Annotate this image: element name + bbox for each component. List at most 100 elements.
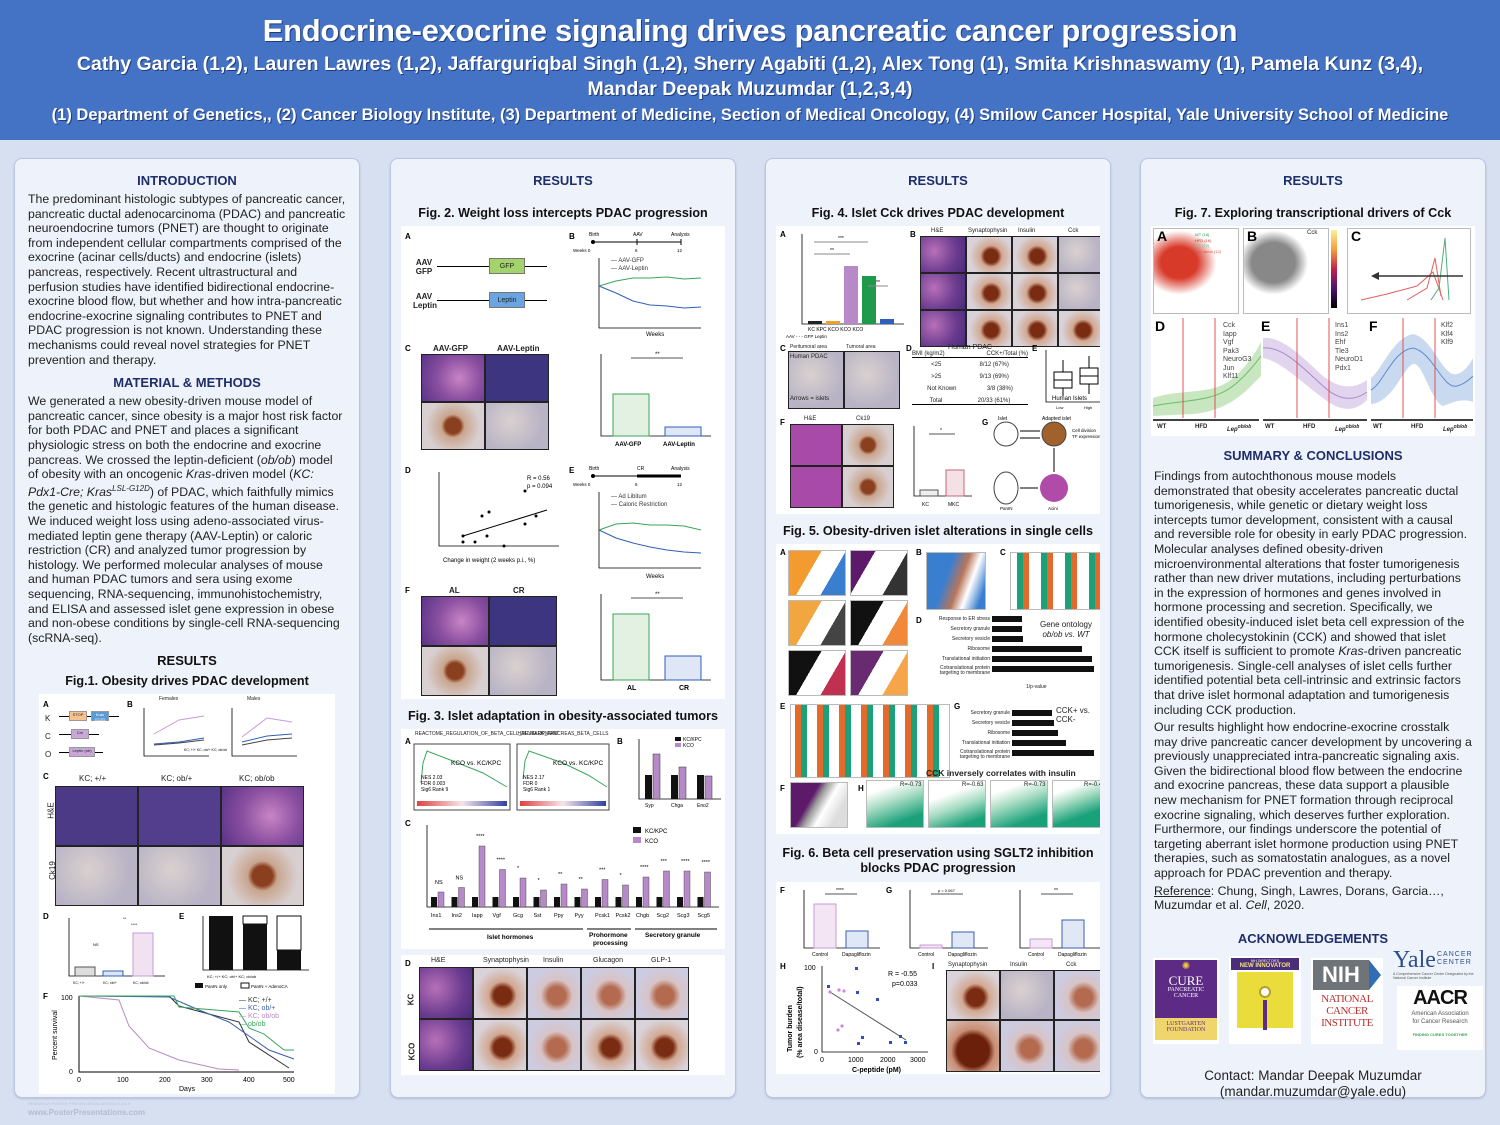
svg-text:AAV-GFP: AAV-GFP bbox=[615, 442, 641, 448]
svg-text:Weeks: Weeks bbox=[646, 332, 664, 338]
svg-text:R = 0.56: R = 0.56 bbox=[527, 476, 551, 482]
svg-text:R = -0.55: R = -0.55 bbox=[888, 971, 917, 978]
fig7-title: Fig. 7. Exploring transcriptional driver… bbox=[1174, 206, 1452, 220]
svg-text:**: ** bbox=[123, 916, 127, 921]
svg-text:Pyy: Pyy bbox=[575, 913, 584, 919]
svg-text:12: 12 bbox=[677, 482, 683, 487]
svg-text:processing: processing bbox=[593, 940, 628, 947]
image-he-wt bbox=[55, 786, 138, 847]
fig6: F **** Control Dapagliflozin G p = 0.067 … bbox=[776, 882, 1100, 1074]
svg-text:NS: NS bbox=[456, 876, 464, 882]
footer-brand[interactable]: www.PosterPresentations.com bbox=[28, 1108, 146, 1117]
svg-text:1000: 1000 bbox=[848, 1057, 864, 1064]
svg-text:Low: Low bbox=[1056, 405, 1063, 410]
logo-aacr: AACR American Association for Cancer Res… bbox=[1397, 985, 1483, 1050]
fig7f-genes: Klf2 Klf4 Klf9 bbox=[1441, 322, 1454, 346]
svg-text:6: 6 bbox=[635, 248, 638, 253]
svg-text:Islet: Islet bbox=[998, 416, 1008, 422]
svg-text:— AAV-Leptin: — AAV-Leptin bbox=[611, 266, 648, 272]
svg-text:FDR 0: FDR 0 bbox=[523, 781, 538, 787]
fig1-title: Fig.1. Obesity drives PDAC development bbox=[65, 674, 309, 689]
column-results-3: RESULTS Fig. 4. Islet Cck drives PDAC de… bbox=[765, 158, 1111, 1098]
fig1-weight-charts: KC; +/+ KC; ob/+ KC; ob/ob bbox=[143, 708, 297, 757]
fig1e-chart: KC; +/+ KC; ob/+ KC; ob/ob PanIN only Pa… bbox=[195, 915, 309, 989]
fig2f-bar-chart: ** AL CR bbox=[600, 592, 711, 692]
svg-text:****: **** bbox=[702, 860, 711, 866]
svg-text:Weeks: Weeks bbox=[646, 574, 664, 580]
svg-text:TF expression: TF expression bbox=[1072, 434, 1100, 439]
svg-text:Control: Control bbox=[918, 952, 934, 958]
svg-text:KC; ob/ob: KC; ob/ob bbox=[133, 981, 149, 985]
svg-text:Gcg: Gcg bbox=[513, 913, 523, 919]
fig4a-bar-chart: *** ** ** KC KPC KCO KCO KCO AAV - - - G… bbox=[786, 234, 904, 339]
fig6g-cpeptide-chart: ** Control Dapagliflozin bbox=[1019, 888, 1100, 958]
svg-text:KC/KPC: KC/KPC bbox=[645, 829, 668, 835]
svg-text:6: 6 bbox=[635, 482, 638, 487]
svg-text:Scg5: Scg5 bbox=[698, 913, 711, 919]
svg-text:Cell division: Cell division bbox=[1072, 428, 1097, 433]
svg-text:— Caloric Restriction: — Caloric Restriction bbox=[611, 502, 667, 508]
svg-text:CR: CR bbox=[637, 466, 645, 472]
fig1: A K C O STOP Kras G12D Cre Leptin (ob) B… bbox=[39, 694, 335, 1095]
svg-text:— ob/ob: — ob/ob bbox=[239, 1021, 266, 1028]
svg-text:Days: Days bbox=[179, 1086, 195, 1092]
logo-nci: NIH NATIONAL CANCER INSTITUTE bbox=[1311, 957, 1383, 1044]
fig7c-density bbox=[1360, 237, 1463, 301]
intro-heading: INTRODUCTION bbox=[137, 173, 237, 188]
svg-text:KCO vs. KC/KPC: KCO vs. KC/KPC bbox=[451, 760, 502, 767]
svg-text:Vgf: Vgf bbox=[493, 913, 502, 919]
fig3-title: Fig. 3. Islet adaptation in obesity-asso… bbox=[407, 709, 718, 723]
image-he-cr bbox=[489, 596, 557, 646]
column-results-2: RESULTS Fig. 2. Weight loss intercepts P… bbox=[390, 158, 736, 1098]
summary-p2: Our results highlight how endocrine-exoc… bbox=[1154, 720, 1472, 881]
svg-text:Ppy: Ppy bbox=[554, 913, 564, 919]
svg-text:— Ad Libitum: — Ad Libitum bbox=[611, 494, 647, 500]
svg-text:Human Islets: Human Islets bbox=[1052, 396, 1087, 402]
fig5e-violin bbox=[790, 704, 950, 778]
svg-text:KC; +/+: KC; +/+ bbox=[73, 981, 85, 985]
svg-text:Prohormone: Prohormone bbox=[589, 932, 628, 939]
svg-text:Ins1: Ins1 bbox=[431, 913, 441, 919]
fig4: A *** ** ** KC KPC KCO KCO KCO AAV - - -… bbox=[776, 226, 1100, 514]
svg-text:NS: NS bbox=[93, 942, 99, 947]
svg-text:2000: 2000 bbox=[880, 1057, 896, 1064]
svg-text:****: **** bbox=[836, 888, 844, 894]
svg-text:Chga: Chga bbox=[671, 803, 683, 809]
fig5-title: Fig. 5. Obesity-driven islet alterations… bbox=[782, 524, 1094, 538]
svg-text:Iapp: Iapp bbox=[472, 913, 483, 919]
svg-text:CR: CR bbox=[679, 685, 689, 692]
svg-text:— AAV-GFP: — AAV-GFP bbox=[611, 258, 644, 264]
svg-text:Birth: Birth bbox=[589, 466, 600, 472]
contact: Contact: Mandar Deepak Muzumdar (mandar.… bbox=[1141, 1068, 1485, 1100]
fig6-title: Fig. 6. Beta cell preservation using SGL… bbox=[782, 846, 1094, 875]
methods-text: We generated a new obesity-driven mouse … bbox=[28, 394, 343, 645]
logo-nih-new-innovator: NIH DIRECTOR'S NEW INNOVATOR bbox=[1229, 955, 1301, 1044]
svg-text:0: 0 bbox=[814, 1049, 818, 1056]
svg-text:KC; +/+ KC; ob/+ KC; ob/ob: KC; +/+ KC; ob/+ KC; ob/ob bbox=[184, 748, 227, 752]
svg-text:100: 100 bbox=[804, 965, 816, 972]
image-ck19-obob bbox=[221, 846, 304, 907]
ack-heading: ACKNOWLEDGEMENTS bbox=[1237, 930, 1389, 946]
methods-heading: MATERIAL & METHODS bbox=[113, 375, 261, 391]
svg-text:Ins2: Ins2 bbox=[452, 913, 462, 919]
results-heading: RESULTS bbox=[157, 653, 217, 669]
fig1d-chart: NS ****** KC; +/+ KC; ob/+ KC; ob/ob bbox=[68, 916, 165, 985]
contact-email[interactable]: (mandar.muzumdar@yale.edu) bbox=[1219, 1083, 1407, 1099]
fig2d-scatter: R = 0.56 p = 0.094 Change in weight (2 we… bbox=[438, 472, 559, 564]
image-ck19-cr bbox=[489, 646, 557, 696]
svg-text:****: **** bbox=[131, 922, 138, 927]
image-he-gfp bbox=[421, 354, 485, 402]
fig7e-genes: Ins1 Ins2 Ehf Tle3 NeuroD1 Pdx1 bbox=[1335, 322, 1364, 372]
poster-header: Endocrine-exocrine signaling drives panc… bbox=[0, 0, 1500, 140]
fig4g-model-diagram: Islet Adapted islet Cell division TF exp… bbox=[993, 416, 1100, 511]
svg-text:Eno2: Eno2 bbox=[697, 803, 709, 809]
column-results-4: RESULTS Fig. 7. Exploring transcriptiona… bbox=[1140, 158, 1486, 1100]
fig3: A REACTOME_REGULATION_OF_BETA_CELL_DEVEL… bbox=[401, 729, 725, 949]
svg-text:(% area disease/total): (% area disease/total) bbox=[797, 986, 804, 1058]
svg-text:**: ** bbox=[655, 352, 660, 358]
image-ck19-wt bbox=[55, 846, 138, 907]
fig5h-title: CCK inversely correlates with insulin bbox=[926, 768, 1076, 778]
fig5: A B C D Gene ontology ob/ob vs. WT Respo… bbox=[776, 544, 1100, 834]
image-he-al bbox=[421, 596, 489, 646]
svg-text:C-peptide (pM): C-peptide (pM) bbox=[852, 1067, 901, 1074]
